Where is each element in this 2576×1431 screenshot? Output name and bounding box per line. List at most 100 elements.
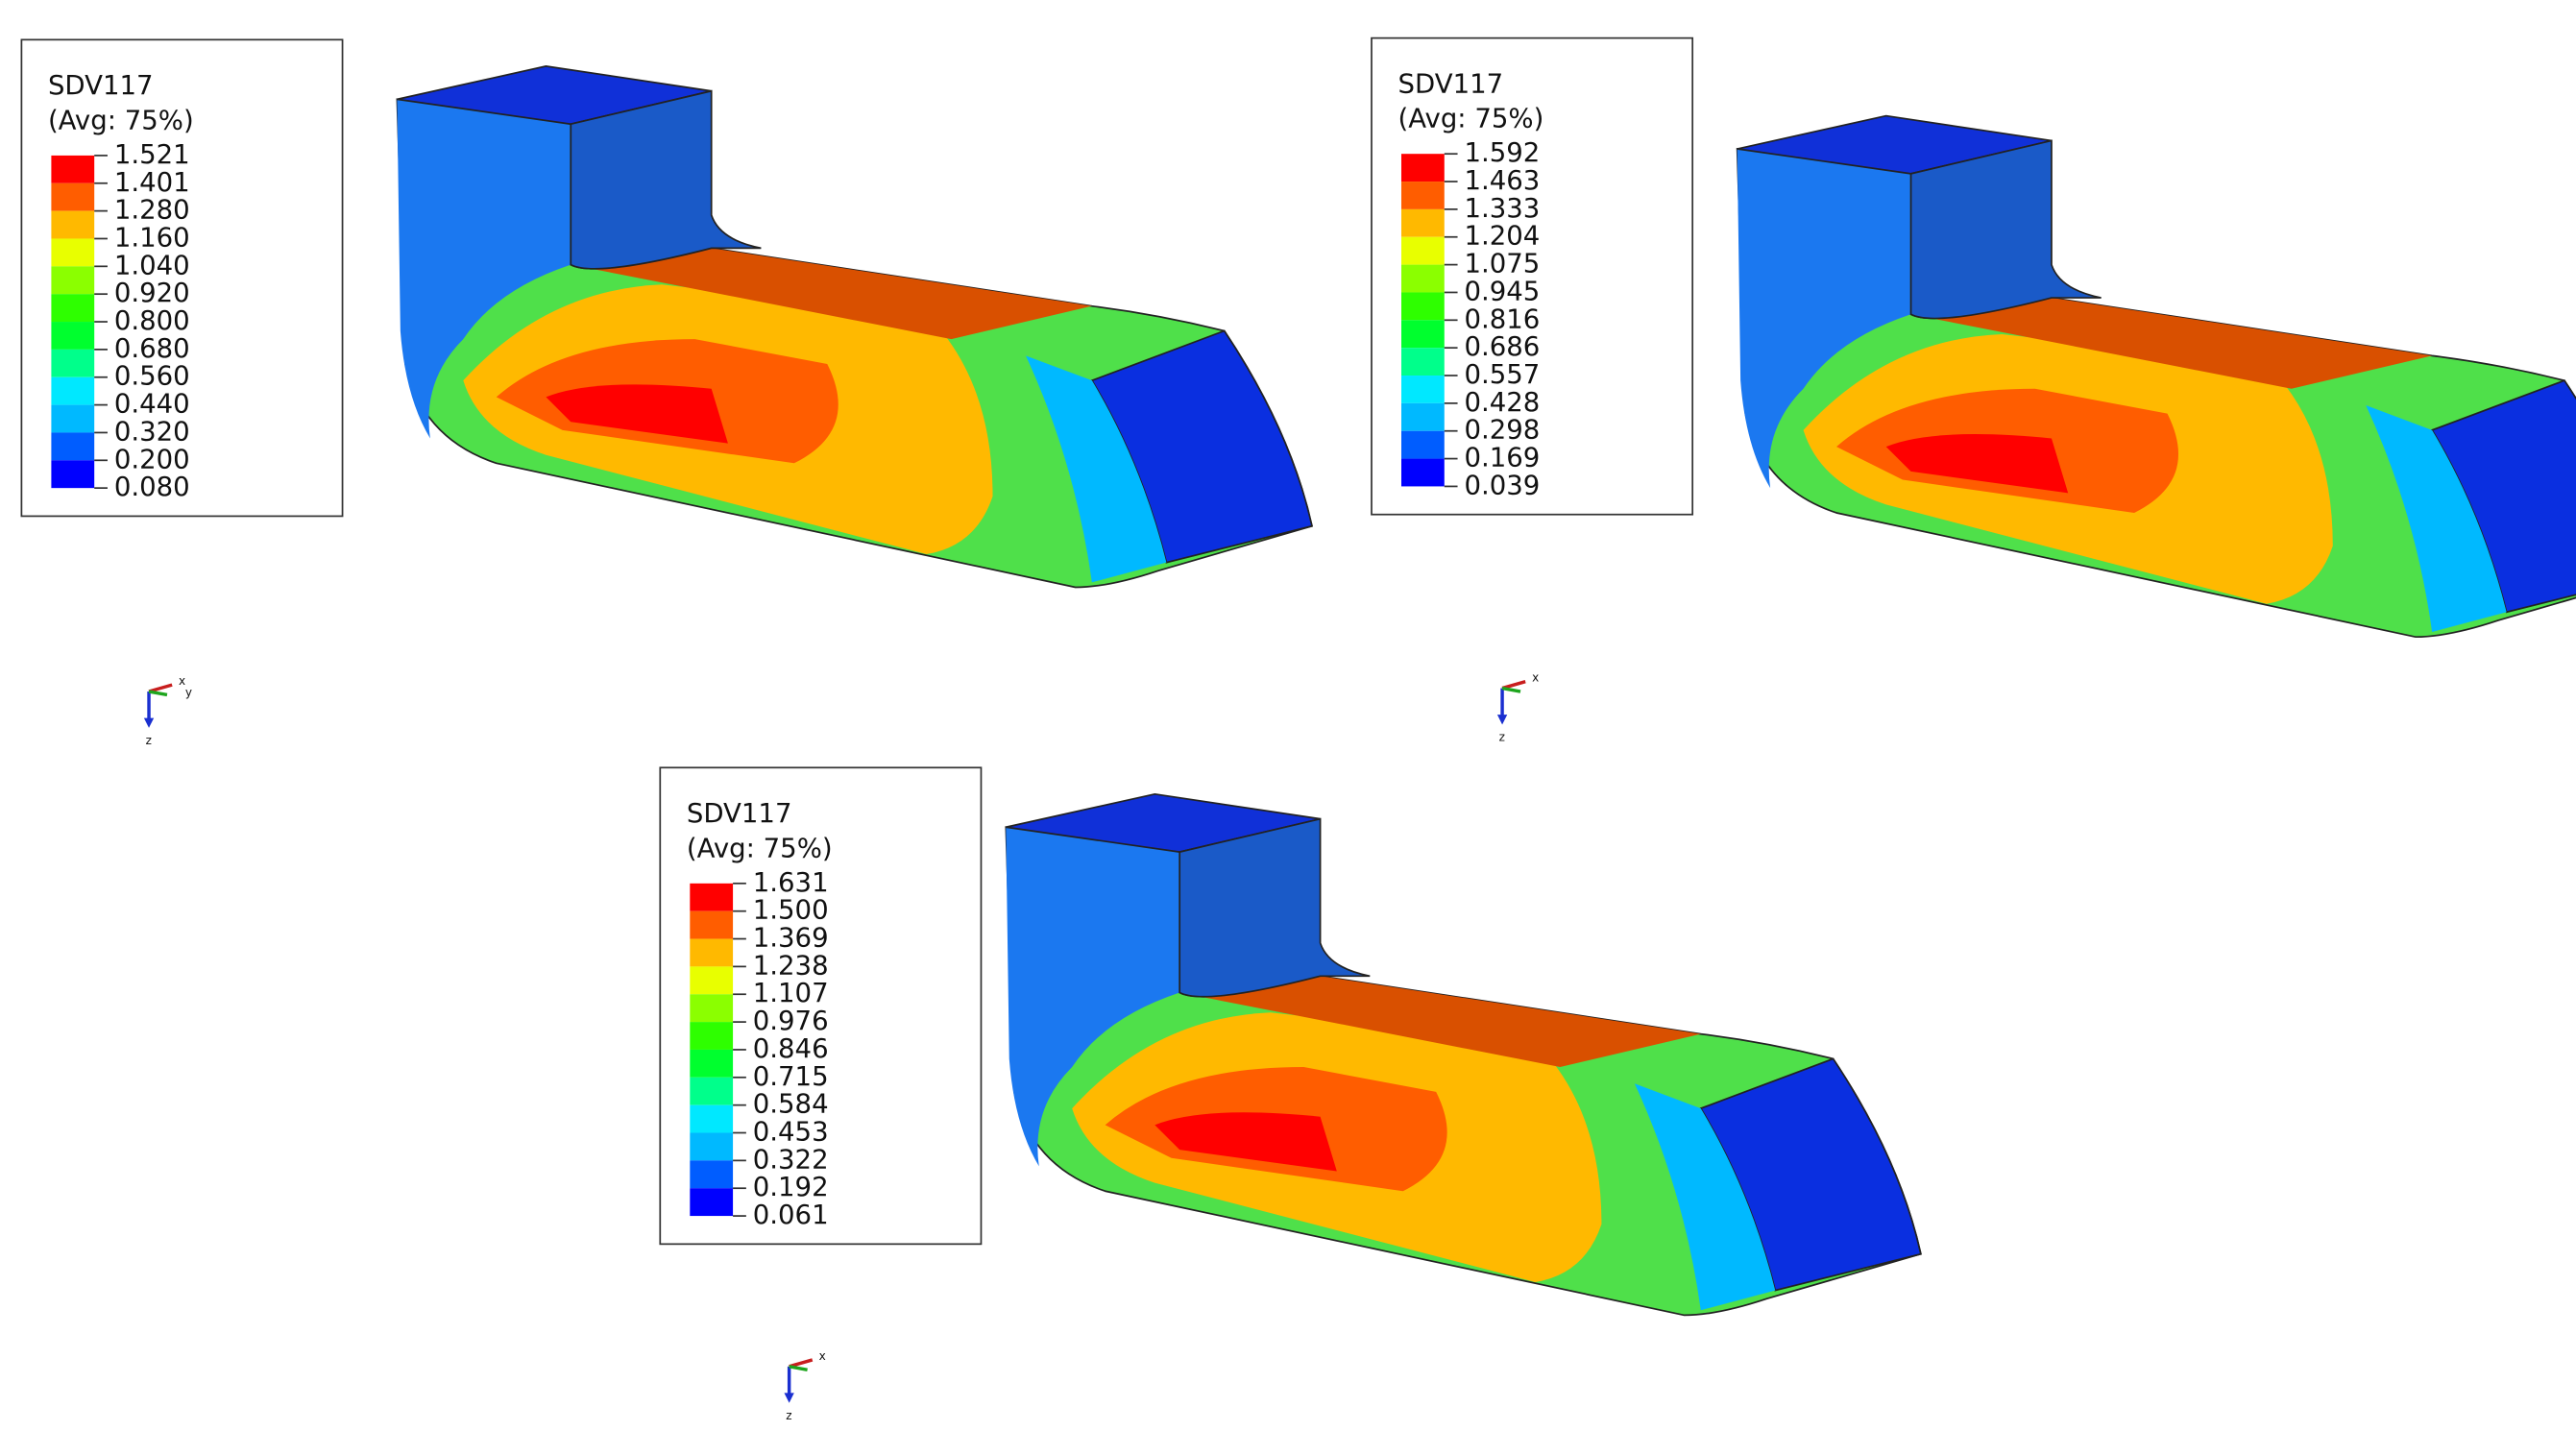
triad-label: x [1532, 671, 1539, 685]
legend-swatch [1400, 292, 1445, 321]
legend-swatch [51, 182, 95, 211]
legend-label: 0.816 [1464, 303, 1540, 334]
legend-swatch [1400, 208, 1445, 237]
triad-label: x [819, 1349, 826, 1363]
legend-label: 0.039 [1464, 470, 1540, 500]
axis-triad: xz [784, 1349, 826, 1422]
contour-legend: SDV117 (Avg: 75%) 1.6311.5001.3691.2381.10… [659, 766, 983, 1246]
deformed-body [396, 65, 1314, 589]
legend-label: 0.976 [753, 1006, 829, 1036]
legend-label: 1.238 [753, 950, 829, 981]
body-end-band [1634, 1083, 1776, 1311]
triad-y [148, 690, 168, 697]
legend-label: 1.204 [1464, 221, 1540, 252]
legend-title: SDV117 [1398, 68, 1504, 99]
legend-label: 1.521 [114, 139, 190, 170]
legend-label: 0.061 [753, 1200, 829, 1230]
legend-label: 0.800 [114, 305, 190, 336]
legend-label: 0.428 [1464, 387, 1540, 418]
legend-swatch [690, 910, 734, 939]
legend-label: 0.560 [114, 361, 190, 392]
legend-label: 1.160 [114, 222, 190, 253]
legend-label: 1.040 [114, 250, 190, 280]
legend-label: 0.192 [753, 1172, 829, 1202]
body-end-band [2366, 405, 2507, 633]
legend-swatch [51, 294, 95, 323]
legend-title: SDV117 [687, 798, 792, 829]
legend-label: 0.846 [753, 1033, 829, 1064]
triad-label: y [185, 686, 192, 699]
triad-y [789, 1365, 808, 1371]
legend-swatch [1400, 402, 1445, 431]
legend-swatch [690, 1160, 734, 1189]
legend-subtitle: (Avg: 75%) [1398, 104, 1544, 134]
block-front [1909, 139, 2102, 320]
legend-label: 1.107 [753, 978, 829, 1008]
legend-swatch [1400, 458, 1445, 487]
body-contour [1885, 434, 2069, 494]
legend-swatch [690, 1132, 734, 1161]
legend-label: 0.169 [1464, 443, 1540, 473]
body-top-face [1179, 976, 1701, 1068]
legend-label: 1.463 [1464, 165, 1540, 196]
triad-z-head [143, 717, 155, 728]
legend-label: 0.945 [1464, 276, 1540, 306]
body-top-face [571, 248, 1092, 340]
legend-swatch [51, 432, 95, 461]
legend-swatch [1400, 264, 1445, 293]
body-left-face [1006, 827, 1180, 1167]
legend-label: 0.322 [753, 1144, 829, 1175]
body-contour [1154, 1112, 1337, 1172]
legend-swatch [690, 1049, 734, 1078]
legend-label: 0.584 [753, 1089, 829, 1120]
triad-x [148, 683, 173, 693]
body-contour [546, 384, 728, 444]
legend-subtitle: (Avg: 75%) [687, 833, 833, 863]
triad-label: z [146, 734, 152, 747]
legend-swatch [51, 349, 95, 377]
legend-label: 1.333 [1464, 193, 1540, 224]
triad-z-head [784, 1393, 794, 1403]
legend-label: 1.500 [753, 895, 829, 926]
body-left-face [397, 99, 571, 439]
legend-swatch [1400, 182, 1445, 209]
legend-label: 0.715 [753, 1061, 829, 1092]
contour-legend: SDV117 (Avg: 75%)1.5921.4631.3331.2041.07… [1371, 36, 1694, 516]
legend-swatch [51, 266, 95, 295]
legend-label: 1.401 [114, 167, 190, 198]
legend-swatch [51, 238, 95, 267]
block-front [570, 89, 762, 270]
legend-label: 1.075 [1464, 249, 1540, 279]
deformed-body [1005, 792, 1922, 1317]
legend-swatch [51, 404, 95, 433]
body-end-band [1025, 355, 1167, 583]
triad-label: z [1499, 731, 1505, 744]
legend-label: 0.320 [114, 416, 190, 447]
triad-label: x [179, 674, 185, 688]
triad-x [789, 1358, 814, 1369]
axis-triad: xz [1496, 671, 1539, 744]
legend-label: 0.298 [1464, 415, 1540, 446]
contour-legend: SDV117 (Avg: 75%) 1.5211.4011.2801.1601.04… [20, 38, 344, 518]
legend-subtitle: (Avg: 75%) [48, 105, 194, 135]
body-left-face [1737, 149, 1911, 489]
legend-label: 1.369 [753, 923, 829, 954]
legend-label: 0.440 [114, 389, 190, 420]
legend-label: 0.453 [753, 1117, 829, 1148]
legend-label: 0.080 [114, 472, 190, 502]
legend-label: 0.920 [114, 278, 190, 308]
legend-label: 1.631 [753, 867, 829, 898]
triad-y [1501, 686, 1521, 693]
legend-swatch [690, 1077, 734, 1105]
legend-swatch [1400, 376, 1445, 403]
legend-swatch [690, 966, 734, 995]
legend-label: 0.680 [114, 333, 190, 364]
legend-swatch [51, 322, 95, 350]
legend-swatch [690, 1188, 734, 1217]
legend-label: 0.557 [1464, 359, 1540, 390]
legend-swatch [1400, 430, 1445, 459]
axis-triad: xy z [143, 674, 192, 747]
legend-swatch [690, 1104, 734, 1133]
